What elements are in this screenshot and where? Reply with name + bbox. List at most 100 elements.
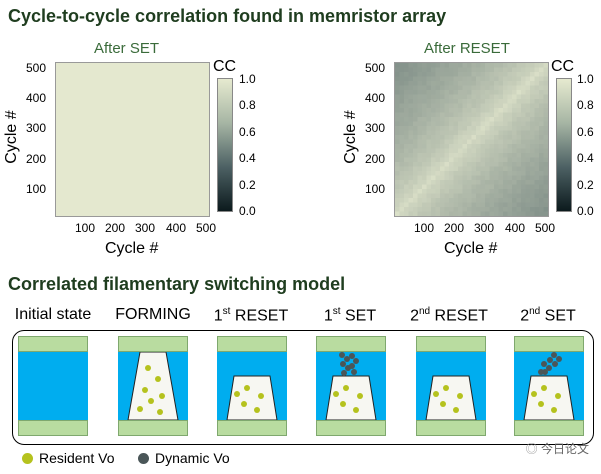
heatmap-cell: [539, 207, 544, 212]
heatmap-cell: [444, 148, 450, 154]
heatmap-cell: [444, 85, 450, 91]
colorbar-tick: 0.8: [577, 98, 594, 112]
heatmap-cell: [408, 139, 414, 145]
heatmap-cell: [413, 126, 418, 131]
heatmap-cell: [543, 184, 548, 190]
heatmap-cell: [498, 157, 504, 163]
heatmap-cell: [539, 162, 544, 167]
heatmap-cell: [498, 81, 504, 86]
heatmap-cell: [462, 112, 468, 118]
heatmap-cell: [458, 67, 463, 73]
heatmap-cell: [462, 63, 468, 68]
heatmap-cell: [471, 162, 477, 167]
heatmap-cell: [458, 126, 463, 131]
heatmap-cell: [498, 171, 504, 176]
heatmap-cell: [539, 193, 544, 199]
heatmap-cell: [462, 99, 468, 104]
heatmap-cell: [462, 85, 468, 91]
heatmap-cell: [417, 171, 423, 176]
heatmap-cell: [404, 112, 409, 118]
heatmap-cell: [476, 130, 481, 136]
heatmap-cell: [480, 81, 486, 86]
heatmap-cell: [435, 193, 441, 199]
x-tick: 300: [474, 221, 495, 235]
heatmap-cell: [494, 207, 499, 212]
heatmap-cell: [512, 130, 517, 136]
heatmap-cell: [534, 135, 540, 140]
heatmap-cell: [422, 126, 427, 131]
heatmap-cell: [435, 117, 441, 122]
heatmap-cell: [521, 121, 526, 127]
heatmap-cell: [512, 67, 517, 73]
heatmap-cell: [467, 108, 472, 113]
heatmap-after-reset: [394, 62, 549, 217]
heatmap-cell: [399, 189, 405, 194]
heatmap-cell: [435, 211, 441, 216]
heatmap-cell: [458, 63, 463, 68]
heatmap-cell: [494, 198, 499, 203]
heatmap-cell: [458, 162, 463, 167]
heatmap-cell: [507, 202, 513, 208]
heatmap-cell: [521, 72, 526, 77]
heatmap-cell: [462, 103, 468, 109]
heatmap-cell: [480, 171, 486, 176]
heatmap-cell: [458, 171, 463, 176]
heatmap-cell: [440, 108, 445, 113]
heatmap-cell: [512, 108, 517, 113]
heatmap-cell: [480, 157, 486, 163]
heatmap-cell: [426, 135, 432, 140]
heatmap-cell: [543, 153, 548, 158]
heatmap-cell: [494, 202, 499, 208]
heatmap-cell: [516, 211, 522, 216]
heatmap-cell: [471, 90, 477, 95]
heatmap-cell: [489, 72, 495, 77]
heatmap-cell: [399, 153, 405, 158]
heatmap-cell: [395, 211, 400, 216]
heatmap-cell: [521, 90, 526, 95]
heatmap-cell: [530, 85, 535, 91]
heatmap-cell: [408, 153, 414, 158]
heatmap-cell: [404, 180, 409, 185]
heatmap-cell: [512, 81, 517, 86]
heatmap-cell: [516, 76, 522, 82]
heatmap-cell: [485, 117, 490, 122]
heatmap-cell: [525, 207, 531, 212]
heatmap-cell: [525, 117, 531, 122]
filament: [127, 352, 179, 420]
heatmap-cell: [462, 121, 468, 127]
resident-vo-dot-icon: [22, 453, 33, 464]
heatmap-cell: [543, 76, 548, 82]
heatmap-cell: [408, 171, 414, 176]
heatmap-cell: [435, 144, 441, 149]
heatmap-cell: [530, 207, 535, 212]
heatmap-cell: [408, 202, 414, 208]
heatmap-cell: [449, 211, 454, 216]
heatmap-cell: [534, 112, 540, 118]
heatmap-cell: [444, 90, 450, 95]
heatmap-cell: [525, 67, 531, 73]
heatmap-cell: [395, 103, 400, 109]
heatmap-cell: [534, 76, 540, 82]
heatmap-title-after-reset: After RESET: [424, 40, 510, 57]
heatmap-cell: [453, 193, 459, 199]
heatmap-cell: [503, 85, 508, 91]
heatmap-cell: [467, 162, 472, 167]
heatmap-cell: [485, 103, 490, 109]
heatmap-cell: [543, 112, 548, 118]
bottom-electrode: [416, 420, 486, 436]
heatmap-cell: [462, 157, 468, 163]
heatmap-cell: [462, 126, 468, 131]
heatmap-cell: [476, 139, 481, 145]
heatmap-cell: [534, 121, 540, 127]
heatmap-cell: [476, 166, 481, 172]
heatmap-cell: [462, 94, 468, 100]
heatmap-cell: [449, 198, 454, 203]
heatmap-cell: [489, 202, 495, 208]
heatmap-cell: [494, 162, 499, 167]
heatmap-cell: [498, 144, 504, 149]
heatmap-cell: [422, 148, 427, 154]
heatmap-cell: [516, 180, 522, 185]
heatmap-cell: [449, 166, 454, 172]
colorbar-label: CC: [551, 58, 575, 75]
heatmap-cell: [426, 144, 432, 149]
